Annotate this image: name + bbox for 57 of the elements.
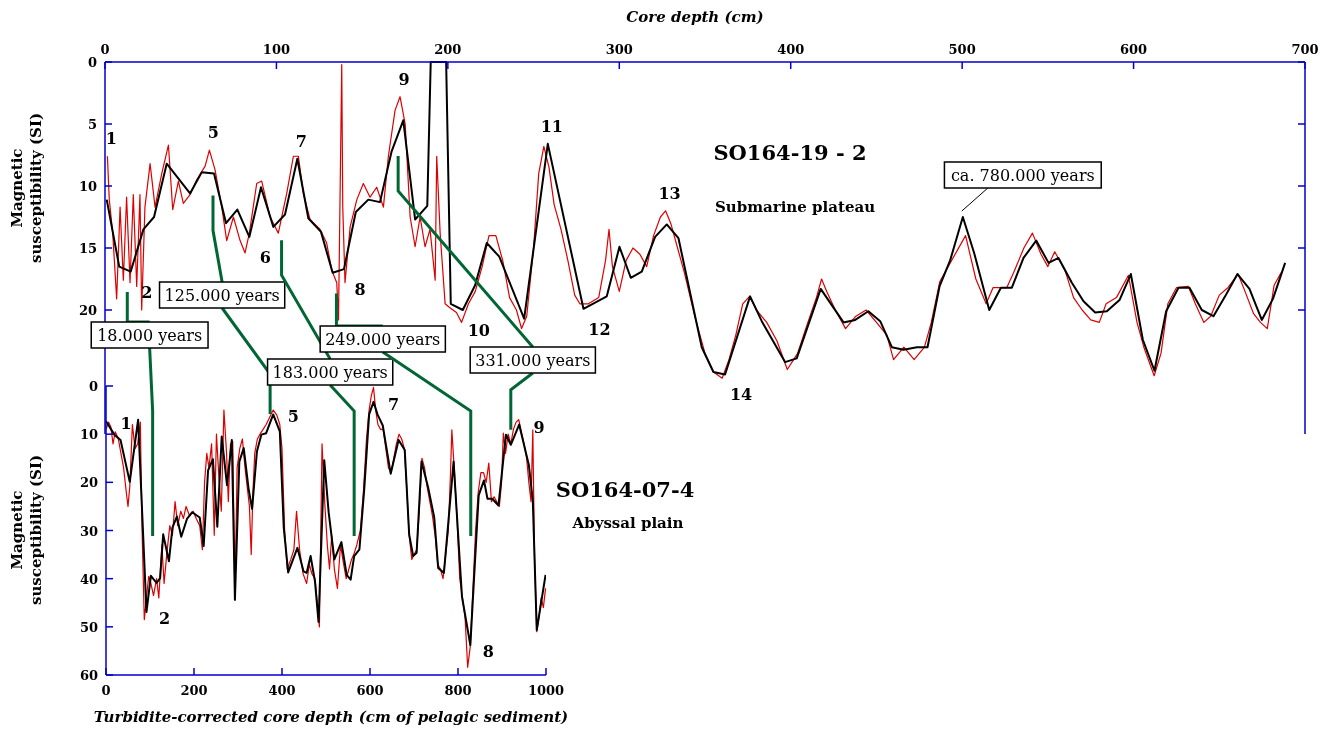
x-tick-label: 200 xyxy=(180,683,208,698)
ref-line-label: 183.000 years xyxy=(272,363,388,382)
text: SO164-07-4 xyxy=(555,477,695,502)
y-tick-label: 10 xyxy=(78,179,97,194)
y-tick-label: 40 xyxy=(79,571,98,587)
x-tick-label: 1000 xyxy=(527,683,565,698)
annotation: 7 xyxy=(295,131,307,151)
annotation: 6 xyxy=(259,247,271,267)
x-tick-label: 300 xyxy=(605,42,633,57)
x-tick-label: 400 xyxy=(777,42,805,57)
annotation: 14 xyxy=(729,385,753,405)
y-tick-label: 20 xyxy=(78,303,97,318)
annotation: 9 xyxy=(533,417,545,437)
annotation: 1 xyxy=(105,129,117,149)
x-tick-label: 500 xyxy=(948,42,976,57)
x-tick-label: 100 xyxy=(262,42,290,57)
ref-line-label: 331.000 years xyxy=(475,351,591,370)
y-tick-label: 0 xyxy=(87,55,97,70)
x-tick-label: 700 xyxy=(1291,42,1319,57)
annotation: 5 xyxy=(207,123,219,143)
x-tick-label: 800 xyxy=(444,683,472,698)
x-tick-label: 0 xyxy=(100,42,110,57)
annotation: 7 xyxy=(387,394,400,414)
annotation: 8 xyxy=(354,280,366,300)
text: Submarine plateau xyxy=(714,198,876,216)
y-tick-label: 30 xyxy=(79,523,98,539)
annotation: 13 xyxy=(658,183,681,203)
annotation: 2 xyxy=(158,608,171,628)
y-tick-label: 15 xyxy=(78,241,97,256)
annotation: 1 xyxy=(120,414,132,434)
annotation: 5 xyxy=(287,407,299,427)
x-tick-label: 200 xyxy=(434,42,462,57)
annotation: 11 xyxy=(540,116,563,136)
x-tick-label: 600 xyxy=(1120,42,1148,57)
y-axis-title: Magnetic susceptibility (SI) xyxy=(8,454,45,606)
y-tick-label: 5 xyxy=(87,117,97,132)
y-tick-label: 50 xyxy=(79,619,98,635)
annotation: 8 xyxy=(482,642,494,662)
ref-line-label: 249.000 years xyxy=(325,330,441,349)
x-axis-title: Turbidite-corrected core depth (cm of pelagic sediment) xyxy=(93,708,569,726)
y-tick-label: 0 xyxy=(88,379,98,394)
ref-line-label: 125.000 years xyxy=(164,286,280,305)
x-tick-label: 400 xyxy=(268,683,296,698)
text: Abyssal plain xyxy=(571,514,684,532)
x-axis-title: Core depth (cm) xyxy=(626,8,764,26)
text: SO164-19 - 2 xyxy=(713,140,867,165)
annotation: ca. 780.000 years xyxy=(950,166,1095,185)
annotation: 9 xyxy=(398,69,410,89)
annotation: 10 xyxy=(467,321,490,340)
x-tick-label: 0 xyxy=(101,683,111,698)
y-axis-title: Magnetic susceptibility (SI) xyxy=(8,112,45,264)
y-tick-label: 20 xyxy=(79,475,98,491)
annotation: 12 xyxy=(588,319,611,339)
y-tick-label: 60 xyxy=(79,668,98,683)
y-tick-label: 10 xyxy=(79,427,98,443)
ref-line-label: 18.000 years xyxy=(97,326,203,345)
x-tick-label: 600 xyxy=(356,683,384,698)
